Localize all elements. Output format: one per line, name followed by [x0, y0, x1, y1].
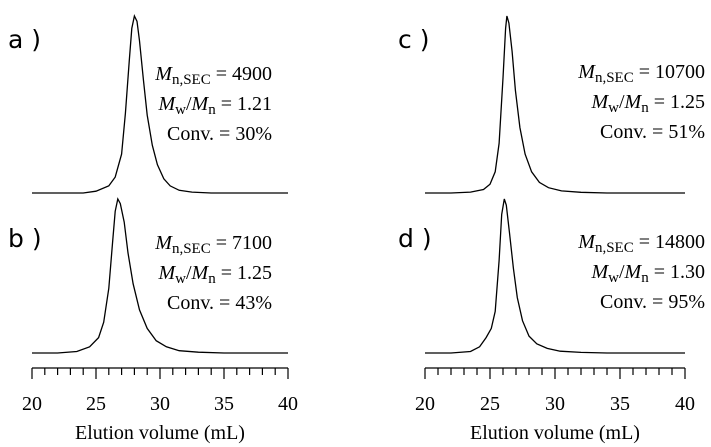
sec-trace-a: [32, 14, 288, 194]
x-tick-label: 40: [278, 393, 298, 415]
x-tick-label: 35: [610, 393, 630, 415]
panel-b: b ) Mn,SEC = 7100 Mw/Mn = 1.25 Conv. = 43%: [8, 197, 288, 354]
dispersity-annotation-c: Mw/Mn = 1.25: [590, 91, 705, 116]
x-tick-label: 40: [675, 393, 695, 415]
conversion-annotation-c: Conv. = 51%: [600, 121, 705, 143]
conversion-annotation-b: Conv. = 43%: [167, 292, 272, 314]
panel-d: d ) Mn,SEC = 14800 Mw/Mn = 1.30 Conv. = 95%: [398, 198, 705, 354]
panel-a: a ) Mn,SEC = 4900 Mw/Mn = 1.21 Conv. = 30%: [8, 14, 288, 194]
conversion-annotation-a: Conv. = 30%: [167, 123, 272, 145]
conversion-annotation-d: Conv. = 95%: [600, 291, 705, 313]
mn-annotation-a: Mn,SEC = 4900: [154, 63, 272, 88]
x-tick-label: 25: [480, 393, 500, 415]
panel-label-b: b ): [8, 224, 42, 253]
x-tick-label: 20: [415, 393, 435, 415]
sec-trace-b: [32, 197, 288, 354]
x-tick-label: 25: [86, 393, 106, 415]
x-axis-title: Elution volume (mL): [470, 422, 640, 444]
panel-c: c ) Mn,SEC = 10700 Mw/Mn = 1.25 Conv. = 51%: [398, 15, 705, 194]
mn-annotation-c: Mn,SEC = 10700: [577, 61, 705, 86]
x-axis-right: 20 25 30 35 40 Elution volume (mL): [415, 367, 695, 444]
dispersity-annotation-a: Mw/Mn = 1.21: [157, 93, 272, 118]
sec-trace-d: [425, 198, 685, 354]
dispersity-annotation-b: Mw/Mn = 1.25: [157, 262, 272, 287]
x-tick-label: 30: [545, 393, 565, 415]
sec-trace-c: [425, 15, 685, 194]
x-tick-label: 35: [214, 393, 234, 415]
mn-annotation-d: Mn,SEC = 14800: [577, 231, 705, 256]
panel-label-c: c ): [398, 25, 429, 54]
x-axis-title: Elution volume (mL): [75, 422, 245, 444]
x-tick-label: 20: [22, 393, 42, 415]
mn-annotation-b: Mn,SEC = 7100: [154, 232, 272, 257]
dispersity-annotation-d: Mw/Mn = 1.30: [590, 261, 705, 286]
x-tick-label: 30: [150, 393, 170, 415]
panel-label-d: d ): [398, 224, 432, 253]
x-axis-left: 20 25 30 35 40 Elution volume (mL): [22, 367, 298, 444]
panel-label-a: a ): [8, 25, 41, 54]
